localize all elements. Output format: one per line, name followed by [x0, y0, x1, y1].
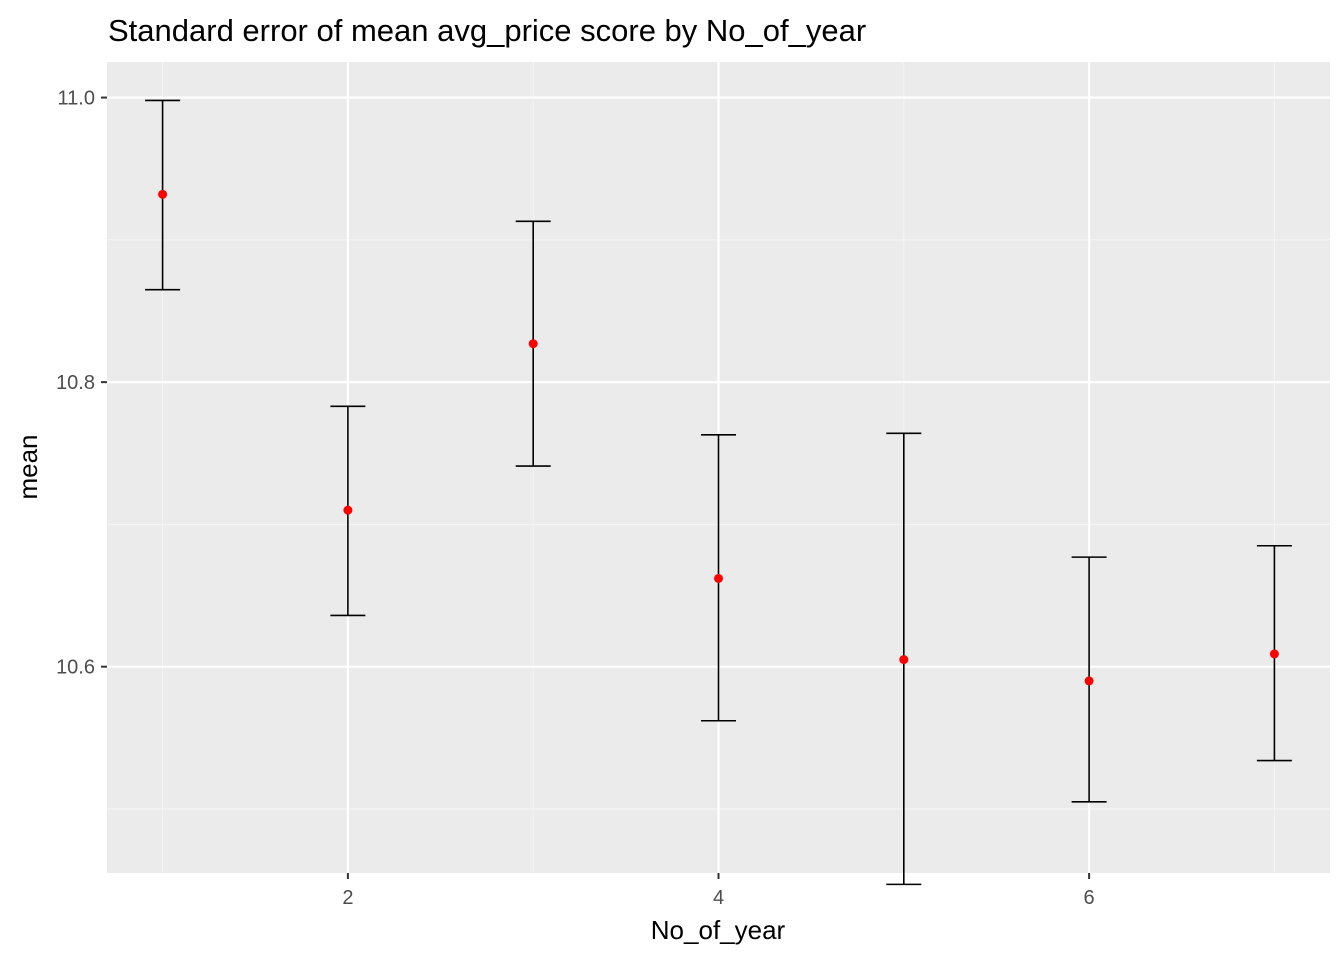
- y-tick-label: 11.0: [58, 88, 95, 110]
- mean-point: [899, 655, 909, 665]
- mean-point: [1269, 649, 1279, 659]
- x-tick-label: 6: [1084, 887, 1095, 909]
- y-axis: 10.6 10.8 11.0: [56, 88, 107, 679]
- mean-point: [343, 505, 353, 515]
- y-tick-label: 10.6: [56, 657, 95, 679]
- mean-points: [158, 189, 1279, 686]
- mean-point: [1084, 676, 1094, 686]
- chart-title: Standard error of mean avg_price score b…: [108, 13, 866, 48]
- y-tick-label: 10.8: [56, 372, 95, 394]
- y-axis-title: mean: [13, 434, 43, 499]
- mean-point: [158, 189, 168, 199]
- mean-point: [714, 573, 723, 583]
- x-tick-label: 2: [342, 887, 353, 909]
- x-axis: 2 4 6: [342, 873, 1095, 909]
- x-tick-label: 4: [713, 887, 724, 909]
- x-axis-title: No_of_year: [651, 915, 786, 945]
- mean-point: [528, 339, 538, 349]
